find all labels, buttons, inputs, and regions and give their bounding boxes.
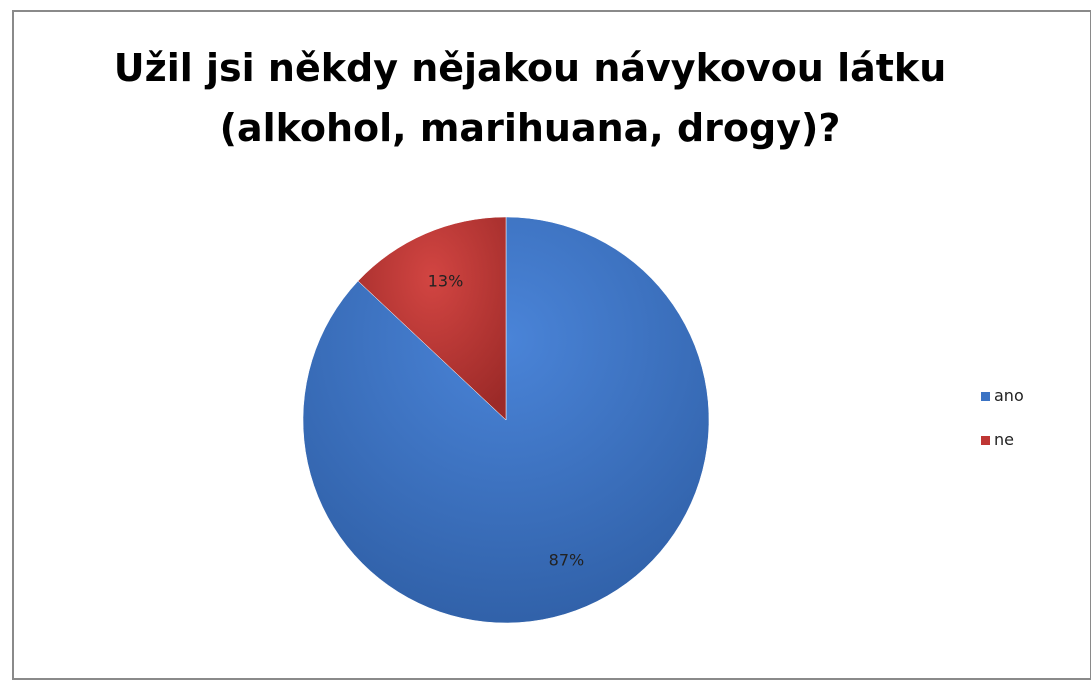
legend-label-ano: ano: [994, 386, 1024, 405]
data-label-ne: 13%: [428, 271, 464, 290]
legend-label-ne: ne: [994, 430, 1014, 449]
legend-swatch-ano: [981, 392, 990, 401]
chart-title: Užil jsi někdy nějakou návykovou látku (…: [80, 38, 980, 158]
legend-swatch-ne: [981, 436, 990, 445]
chart-title-line-2: (alkohol, marihuana, drogy)?: [219, 106, 841, 150]
pie-slice-ne: [357, 216, 507, 421]
chart-title-line-1: Užil jsi někdy nějakou návykovou látku: [113, 46, 947, 90]
data-label-ano: 87%: [549, 551, 585, 570]
